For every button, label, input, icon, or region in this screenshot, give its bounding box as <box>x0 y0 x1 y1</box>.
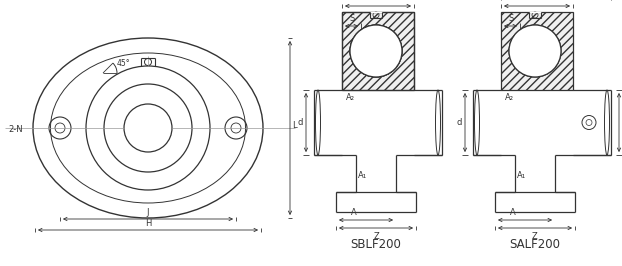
Text: A₂: A₂ <box>505 94 514 102</box>
Circle shape <box>350 25 402 77</box>
Text: d: d <box>457 118 462 127</box>
Text: d: d <box>297 118 303 127</box>
Bar <box>342 12 414 90</box>
Text: A: A <box>510 208 516 217</box>
Text: B: B <box>373 0 379 2</box>
Text: SALF200: SALF200 <box>509 239 560 251</box>
Text: B: B <box>532 0 538 2</box>
Text: L: L <box>292 122 297 131</box>
Text: 45°: 45° <box>117 59 131 68</box>
Text: 2-N: 2-N <box>8 126 22 135</box>
Circle shape <box>509 25 561 77</box>
Text: A₁: A₁ <box>358 171 367 180</box>
Text: Z: Z <box>532 232 538 241</box>
Text: A₁: A₁ <box>517 171 526 180</box>
Text: S: S <box>508 14 514 23</box>
Text: H: H <box>145 219 151 228</box>
Text: Z: Z <box>373 232 379 241</box>
Text: A: A <box>351 208 357 217</box>
Bar <box>501 12 573 90</box>
Text: J: J <box>147 208 149 217</box>
Text: A₂: A₂ <box>346 94 355 102</box>
Text: S: S <box>350 14 355 23</box>
Text: SBLF200: SBLF200 <box>351 239 401 251</box>
